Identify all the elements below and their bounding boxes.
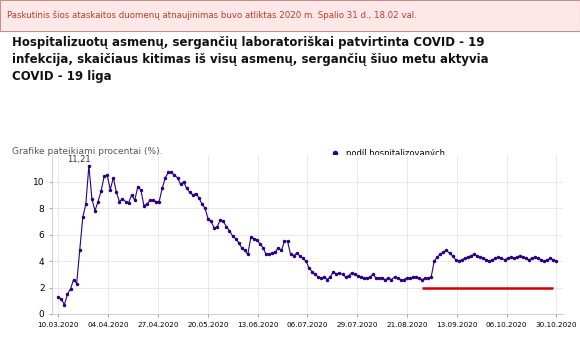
Text: Hospitalizuotų asmenų, sergančių laboratoriškai patvirtinta COVID - 19
infekcija: Hospitalizuotų asmenų, sergančių laborat… (12, 36, 488, 83)
Text: Paskutinis šios ataskaitos duomenų atnaujinimas buvo atliktas 2020 m. Spalio 31 : Paskutinis šios ataskaitos duomenų atnau… (7, 11, 416, 20)
Legend: podíl hospitalizovaných: podíl hospitalizovaných (323, 146, 448, 161)
Text: 11,21: 11,21 (67, 155, 91, 164)
Text: Grafike pateikiami procentai (%).: Grafike pateikiami procentai (%). (12, 147, 162, 156)
